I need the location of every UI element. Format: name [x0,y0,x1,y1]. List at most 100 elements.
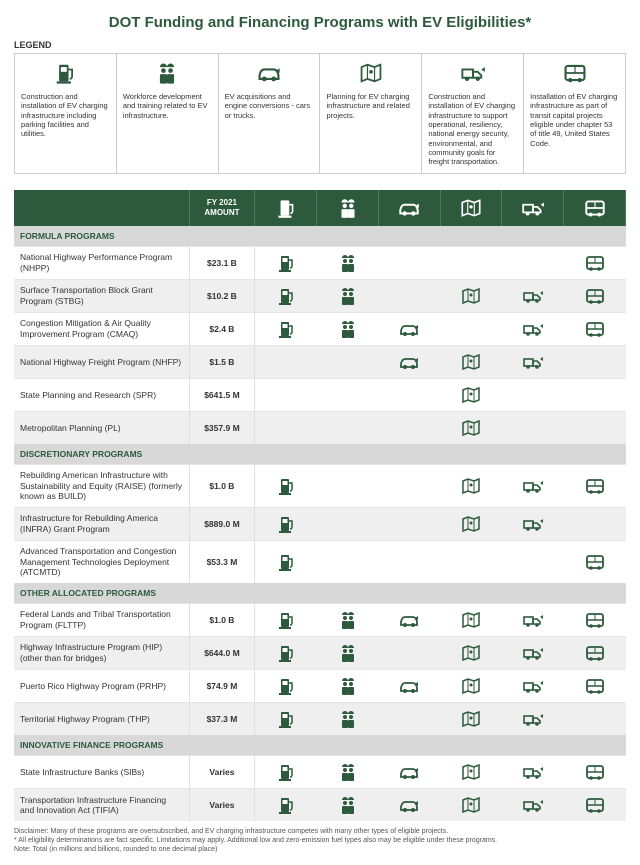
workers-icon [337,675,359,697]
bus-icon [584,794,606,816]
eligibility-cell [378,789,440,822]
car-icon [256,60,282,86]
car-icon [398,675,420,697]
eligibility-cell [502,508,564,541]
eligibility-cell [564,604,626,637]
eligibility-cell [255,670,317,703]
program-amount: Varies [189,756,255,789]
bus-icon [584,675,606,697]
eligibility-cell [317,312,379,345]
workers-icon [336,196,360,220]
eligibility-cell [440,378,502,411]
eligibility-cell [502,703,564,736]
table-row: Advanced Transportation and Congestion M… [14,541,626,583]
truck-icon [522,318,544,340]
section-header: DISCRETIONARY PROGRAMS [14,444,626,465]
program-name: Metropolitan Planning (PL) [14,411,189,444]
program-name: Congestion Mitigation & Air Quality Impr… [14,312,189,345]
eligibility-cell [255,279,317,312]
table-row: Territorial Highway Program (THP)$37.3 M [14,703,626,736]
eligibility-cell [378,411,440,444]
legend-cell-map: Planning for EV charging infrastructure … [320,54,422,173]
eligibility-cell [440,756,502,789]
program-amount: $1.5 B [189,345,255,378]
truck-icon [522,475,544,497]
car-icon [397,196,421,220]
map-icon [460,351,482,373]
eligibility-cell [440,246,502,279]
eligibility-cell [317,604,379,637]
eligibility-cell [564,246,626,279]
charger-icon [275,609,297,631]
eligibility-cell [440,345,502,378]
eligibility-cell [317,345,379,378]
map-icon [460,475,482,497]
eligibility-cell [440,411,502,444]
col-car [378,190,440,226]
eligibility-cell [440,279,502,312]
bus-icon [584,609,606,631]
table-row: State Infrastructure Banks (SIBs)Varies [14,756,626,789]
program-name: Federal Lands and Tribal Transportation … [14,604,189,637]
table-row: Rebuilding American Infrastructure with … [14,465,626,508]
bus-icon [562,60,588,86]
eligibility-cell [255,508,317,541]
eligibility-cell [502,541,564,583]
program-name: Transportation Infrastructure Financing … [14,789,189,822]
charger-icon [275,475,297,497]
eligibility-cell [564,465,626,508]
charger-icon [275,285,297,307]
eligibility-cell [378,465,440,508]
map-icon [459,196,483,220]
workers-icon [337,794,359,816]
eligibility-cell [440,541,502,583]
charger-icon [275,794,297,816]
bus-icon [584,551,606,573]
section-name: FORMULA PROGRAMS [14,226,626,247]
car-icon [398,351,420,373]
eligibility-cell [502,789,564,822]
program-amount: Varies [189,789,255,822]
section-name: INNOVATIVE FINANCE PROGRAMS [14,735,626,756]
charger-icon [274,196,298,220]
table-row: Congestion Mitigation & Air Quality Impr… [14,312,626,345]
map-icon [460,794,482,816]
eligibility-cell [255,465,317,508]
map-icon [460,708,482,730]
section-header: INNOVATIVE FINANCE PROGRAMS [14,735,626,756]
table-row: Federal Lands and Tribal Transportation … [14,604,626,637]
program-name: Infrastructure for Rebuilding America (I… [14,508,189,541]
eligibility-cell [255,637,317,670]
bus-icon [583,196,607,220]
eligibility-cell [317,703,379,736]
legend-desc: EV acquisitions and engine conversions -… [225,92,314,120]
program-amount: $74.9 M [189,670,255,703]
programs-table: FY 2021 AMOUNT [14,190,626,822]
eligibility-cell [378,378,440,411]
footnotes: Disclaimer: Many of these programs are o… [14,827,626,854]
footnote-line: * All eligibility determinations are fac… [14,836,626,845]
car-icon [398,794,420,816]
charger-icon [275,708,297,730]
program-name: Highway Infrastructure Program (HIP) (ot… [14,637,189,670]
charger-icon [275,252,297,274]
charger-icon [275,675,297,697]
eligibility-cell [255,789,317,822]
legend-desc: Installation of EV charging infrastructu… [530,92,619,148]
table-row: State Planning and Research (SPR)$641.5 … [14,378,626,411]
section-name: OTHER ALLOCATED PROGRAMS [14,583,626,604]
footnote-line: Note: Total (in millions and billions, r… [14,845,626,854]
bus-icon [584,475,606,497]
program-name: State Infrastructure Banks (SIBs) [14,756,189,789]
legend-cell-workers: Workforce development and training relat… [117,54,219,173]
eligibility-cell [378,345,440,378]
map-icon [460,513,482,535]
eligibility-cell [564,508,626,541]
program-amount: $2.4 B [189,312,255,345]
program-amount: $1.0 B [189,465,255,508]
legend-desc: Planning for EV charging infrastructure … [326,92,415,120]
eligibility-cell [564,411,626,444]
eligibility-cell [255,604,317,637]
eligibility-cell [440,670,502,703]
map-icon [358,60,384,86]
